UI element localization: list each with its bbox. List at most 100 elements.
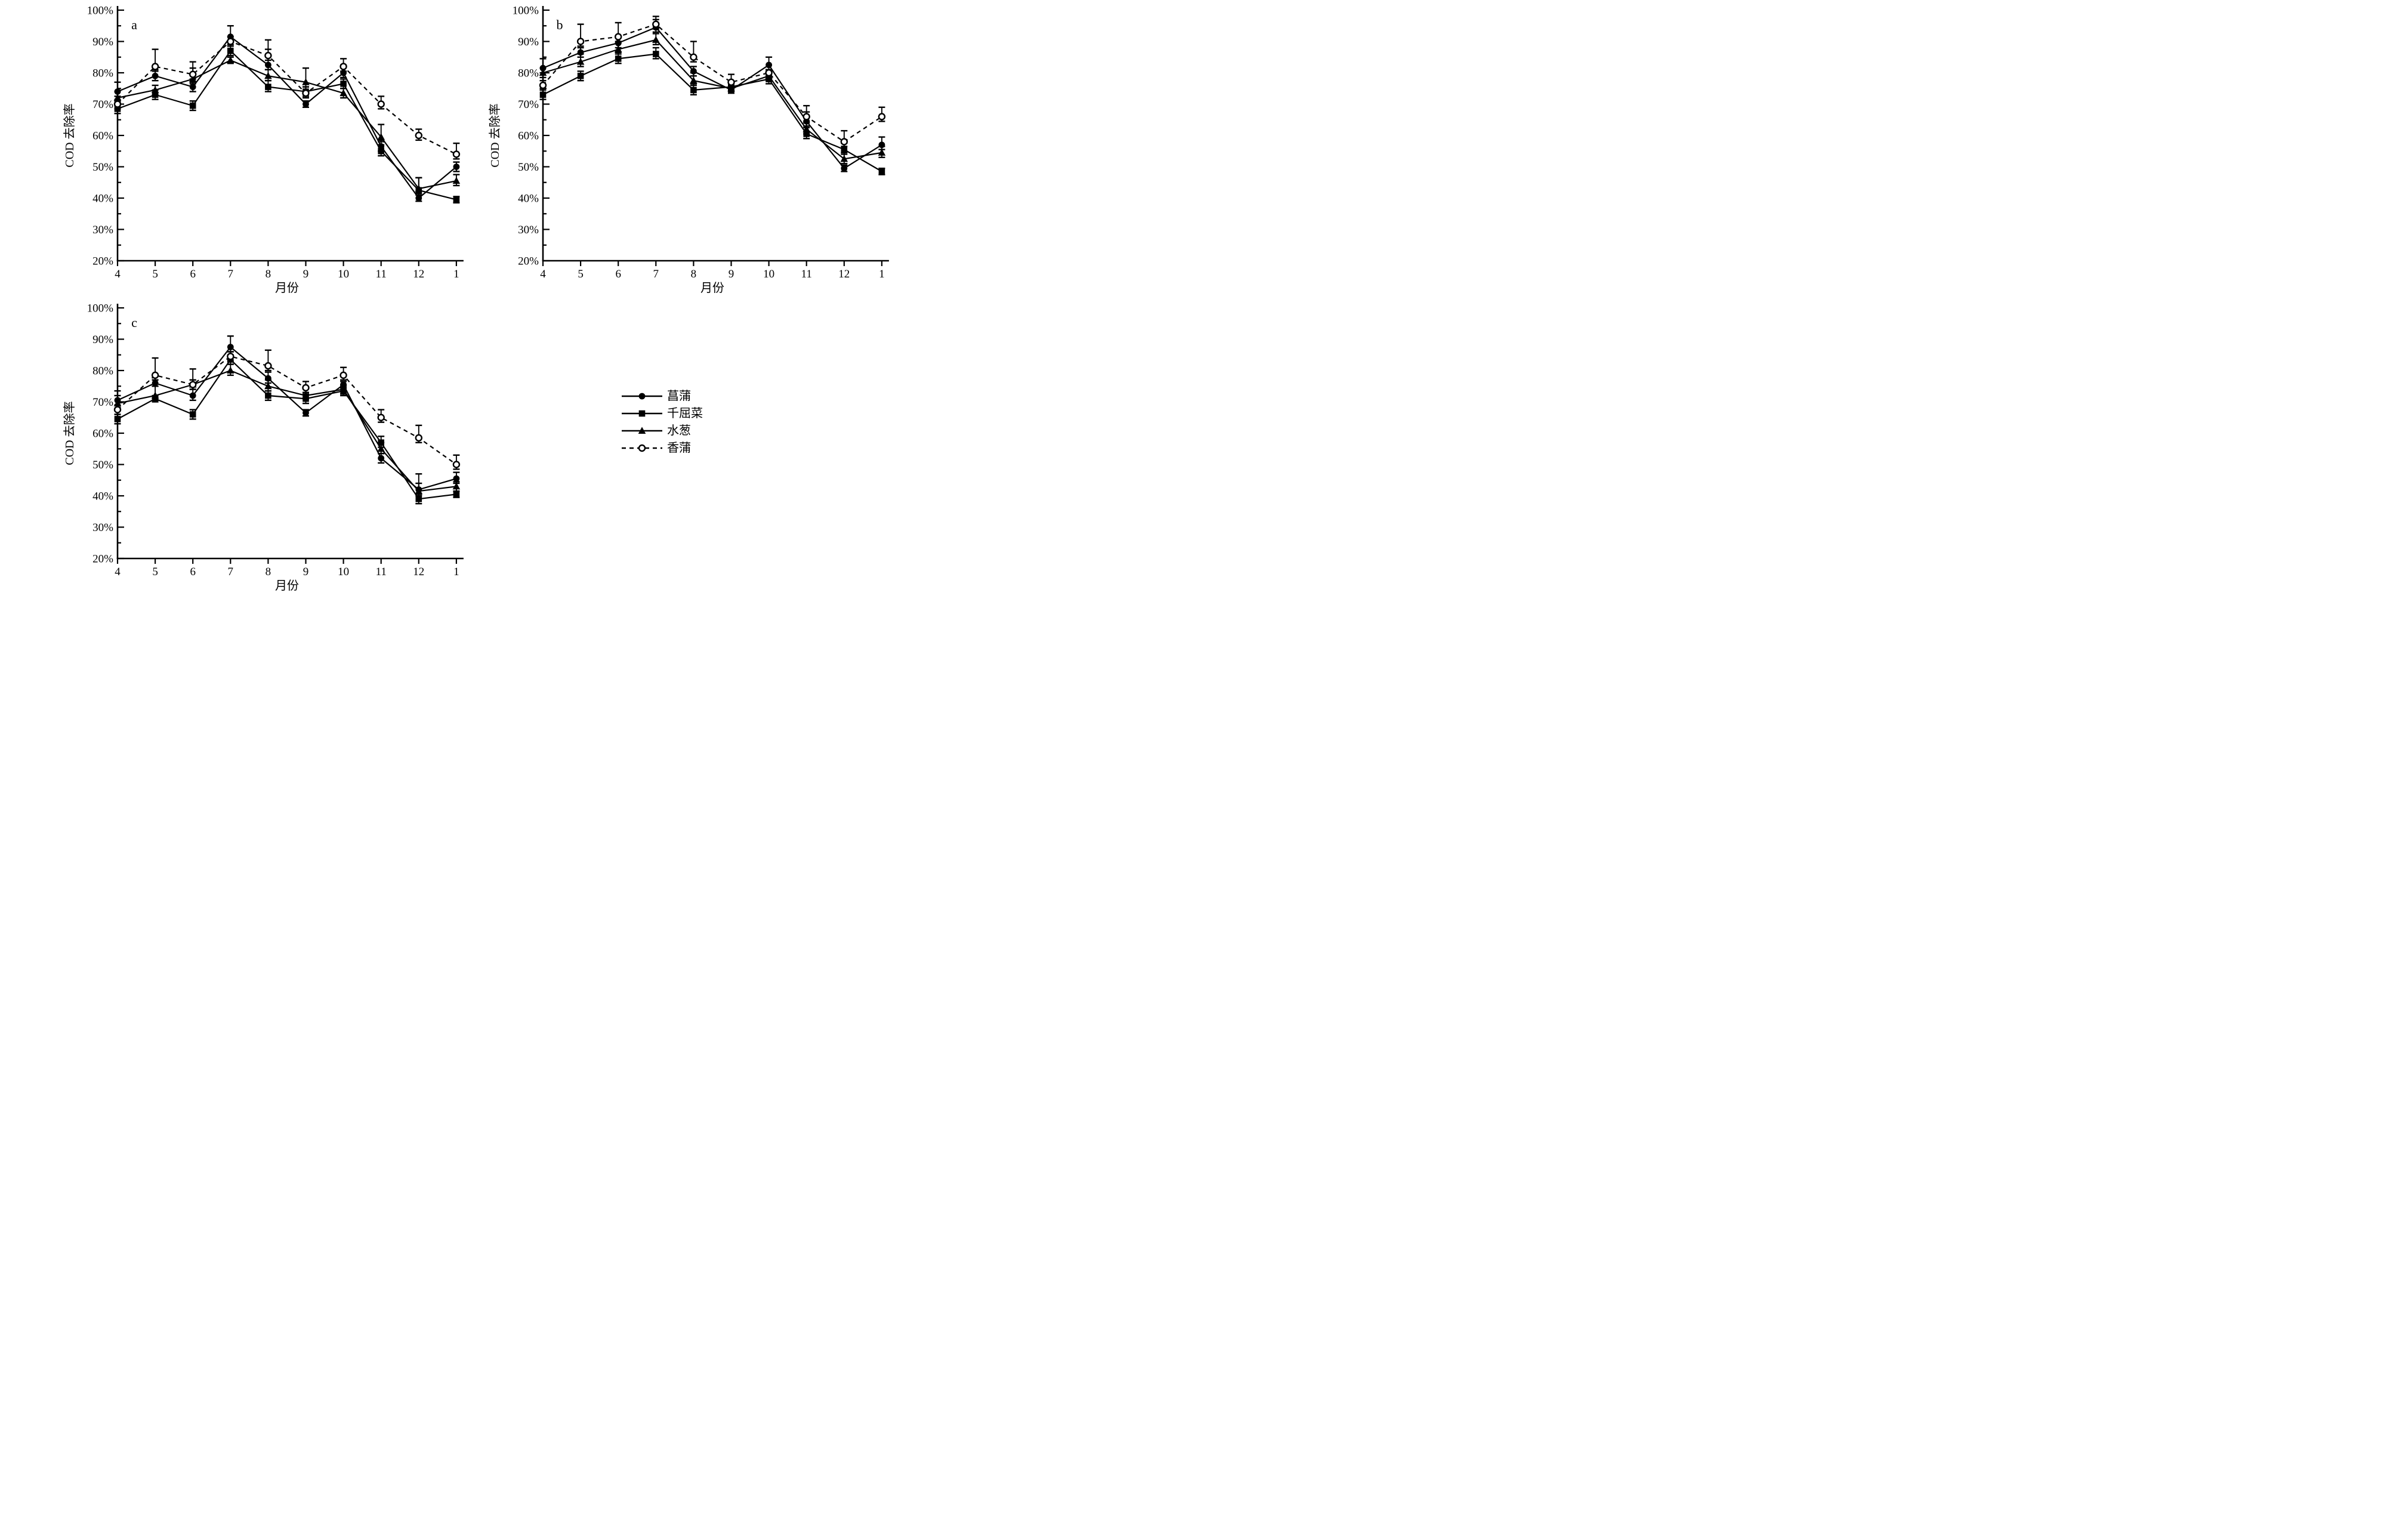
filled-triangle-solid-line-icon (622, 426, 662, 434)
data-point-marker-filled-circle (265, 375, 271, 382)
y-tick-label: 40% (518, 193, 539, 205)
legend-label: 千屈菜 (667, 406, 703, 420)
x-tick-label: 9 (303, 566, 309, 578)
data-point-marker-open-circle (415, 131, 422, 140)
y-tick-label: 40% (92, 193, 113, 205)
data-point-marker-filled-circle (577, 49, 584, 56)
data-point-marker-filled-triangle (302, 78, 310, 85)
data-point-marker-filled-triangle (264, 382, 272, 390)
y-tick-label: 80% (92, 67, 113, 80)
legend-item-qianqucai: 千屈菜 (621, 405, 703, 422)
data-point-marker-filled-circle (340, 69, 347, 76)
data-point-marker-open-circle (803, 113, 810, 121)
cod-removal-line-charts: 100%90%80%70%60%50%40%30%20%4 5 6 7 8 9 10 11 12… (63, 5, 889, 592)
data-point-marker-open-circle (113, 100, 122, 108)
data-point-marker-filled-square (265, 84, 271, 90)
y-tick-label: 70% (518, 98, 539, 111)
x-tick-label: 8 (266, 268, 271, 280)
x-tick-label: 12 (838, 268, 850, 280)
legend-item-changpu: 菖蒲 (621, 387, 703, 405)
data-point-marker-open-circle (377, 413, 385, 421)
data-point-marker-filled-circle (303, 101, 309, 107)
data-point-marker-filled-square (152, 395, 159, 402)
chart-legend: 菖蒲 千屈菜 水葱 香蒲 (621, 387, 703, 456)
x-tick-label: 10 (338, 566, 349, 578)
data-point-marker-filled-triangle (452, 177, 461, 184)
data-point-marker-open-circle (690, 53, 697, 61)
data-point-marker-filled-square (539, 91, 547, 98)
y-tick-label: 30% (518, 224, 539, 236)
data-point-marker-filled-circle (841, 165, 848, 172)
x-tick-label: 5 (152, 566, 158, 578)
x-tick-label: 11 (376, 268, 387, 280)
x-axis-title: 月份 (700, 281, 724, 295)
data-point-marker-filled-circle (340, 381, 347, 388)
y-tick-label: 60% (92, 428, 113, 440)
data-point-marker-filled-circle (878, 141, 885, 149)
data-point-marker-filled-triangle (878, 149, 886, 156)
y-tick-label: 50% (92, 459, 113, 471)
series-line-水葱 (117, 59, 457, 190)
x-tick-label: 7 (228, 268, 234, 280)
y-tick-label: 50% (518, 161, 539, 174)
data-point-marker-filled-square (841, 146, 848, 153)
x-tick-label: 7 (228, 566, 234, 578)
data-point-marker-open-circle (227, 353, 234, 360)
data-point-marker-open-circle (652, 20, 660, 28)
data-point-marker-filled-square (227, 47, 234, 54)
data-point-marker-filled-triangle (377, 445, 385, 452)
data-point-marker-filled-triangle (803, 125, 810, 132)
x-axis-title: 月份 (275, 281, 299, 295)
data-point-marker-filled-circle (189, 392, 196, 399)
data-point-marker-open-circle (878, 113, 886, 121)
chart-panel-a: 100% 90% 80% 70% 60% 50% 40% 30% 20%4 5 6 7 8 9 10 11 12… (63, 5, 464, 295)
data-point-marker-open-circle (452, 461, 461, 468)
panel-letter: c (131, 315, 137, 330)
data-point-marker-open-circle (840, 138, 848, 146)
series-line-菖蒲 (542, 26, 882, 169)
data-point-marker-filled-square (453, 491, 460, 498)
data-point-marker-filled-square (189, 411, 196, 418)
y-tick-label: 60% (92, 130, 113, 143)
y-tick-label: 90% (92, 36, 113, 48)
y-tick-label: 100% (87, 5, 114, 17)
x-axis-title: 月份 (275, 579, 299, 592)
x-tick-label: 5 (578, 268, 584, 280)
data-point-marker-filled-square (114, 416, 121, 422)
y-tick-label: 20% (518, 255, 539, 268)
data-point-marker-open-circle (415, 434, 422, 442)
x-tick-label: 6 (615, 268, 621, 280)
panel-letter: a (131, 17, 137, 32)
data-point-marker-filled-triangle (614, 45, 622, 53)
data-point-marker-filled-triangle (638, 426, 646, 434)
y-tick-label: 90% (92, 334, 113, 346)
x-tick-label: 7 (653, 268, 659, 280)
series-line-香蒲 (117, 356, 457, 465)
data-point-marker-filled-triangle (727, 84, 735, 92)
data-point-marker-open-circle (638, 444, 646, 452)
data-point-marker-filled-square (415, 495, 422, 502)
x-tick-label: 11 (376, 566, 387, 578)
data-point-marker-filled-triangle (227, 366, 234, 374)
y-tick-label: 70% (92, 396, 113, 409)
y-tick-label: 60% (518, 130, 539, 143)
data-point-marker-filled-circle (766, 61, 772, 69)
data-point-marker-filled-triangle (302, 391, 310, 399)
data-point-marker-filled-circle (114, 88, 121, 95)
data-point-marker-filled-circle (415, 195, 422, 202)
data-point-marker-open-circle (452, 150, 461, 158)
x-tick-label: 4 (115, 268, 121, 280)
data-point-marker-open-circle (576, 38, 585, 45)
chart-panel-b: 100% 90% 80% 70% 60% 50% 40% 30% 20%4 5 6 7 8 9 10 11 12… (488, 5, 889, 295)
series-line-菖蒲 (117, 36, 457, 199)
series-line-香蒲 (542, 23, 882, 143)
y-tick-label: 20% (92, 255, 113, 268)
y-tick-label: 100% (513, 5, 539, 17)
data-point-marker-open-circle (302, 384, 310, 392)
data-point-marker-filled-circle (227, 344, 234, 351)
data-point-marker-filled-triangle (377, 133, 385, 140)
data-point-marker-filled-circle (453, 163, 460, 170)
x-tick-label: 1 (879, 268, 885, 280)
y-tick-label: 70% (92, 98, 113, 111)
data-point-marker-open-circle (151, 63, 159, 70)
